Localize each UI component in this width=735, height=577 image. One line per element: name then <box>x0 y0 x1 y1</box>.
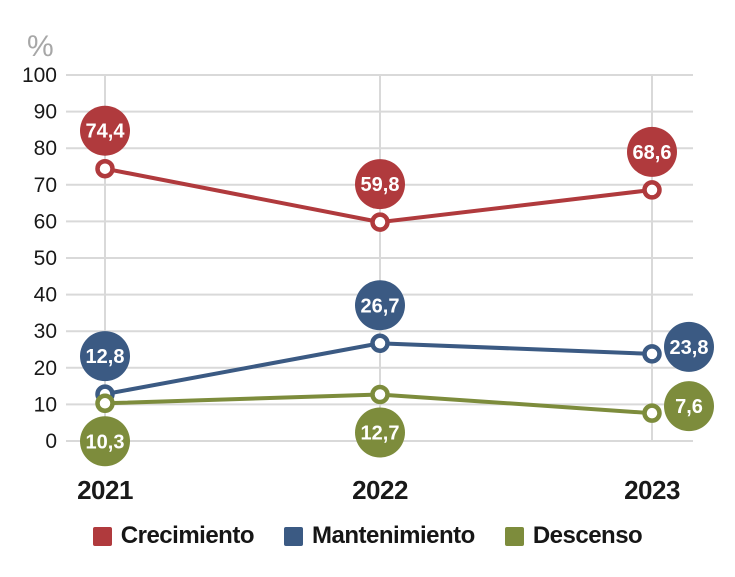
legend-label: Crecimiento <box>120 522 255 549</box>
legend-item-mantenimiento: Mantenimiento <box>283 522 475 550</box>
y-axis-unit-label: % <box>27 30 54 63</box>
x-axis-label: 2022 <box>352 475 408 505</box>
data-point-marker <box>642 403 662 423</box>
legend-label: Descenso <box>532 522 643 549</box>
y-axis-tick-label: 20 <box>34 357 57 380</box>
data-label-bubble <box>80 416 130 467</box>
data-label-bubble <box>664 381 714 432</box>
data-label-value: 59,8 <box>361 174 400 196</box>
legend-item-crecimiento: Crecimiento <box>92 522 255 550</box>
legend-swatch <box>283 526 303 546</box>
legend-item-descenso: Descenso <box>504 522 643 550</box>
data-label-value: 26,7 <box>361 295 400 317</box>
y-axis-tick-label: 30 <box>34 320 57 343</box>
y-axis-tick-label: 70 <box>34 174 57 197</box>
y-axis-tick-label: 60 <box>34 210 57 233</box>
data-label-bubble <box>355 159 405 210</box>
legend-swatch <box>504 526 524 546</box>
x-axis-label: 2021 <box>77 475 133 505</box>
legend-swatch <box>92 526 112 546</box>
data-label-value: 74,4 <box>86 121 126 143</box>
data-label-value: 12,8 <box>86 346 125 368</box>
y-axis-tick-label: 100 <box>22 64 57 87</box>
data-label-value: 7,6 <box>675 396 703 418</box>
data-label-value: 23,8 <box>670 337 709 359</box>
data-label-bubble <box>627 126 677 177</box>
data-label-bubble <box>355 280 405 331</box>
data-point-marker <box>642 344 662 364</box>
legend: Crecimiento Mantenimiento Descenso <box>0 522 735 550</box>
data-label-bubble <box>664 321 714 372</box>
data-point-marker <box>642 180 662 200</box>
y-axis-tick-label: 80 <box>34 137 57 160</box>
data-point-marker <box>370 212 390 232</box>
y-axis-tick-label: 50 <box>34 247 57 270</box>
data-label-value: 68,6 <box>633 142 672 164</box>
data-label-value: 10,3 <box>86 431 125 453</box>
data-label-bubble <box>80 105 130 156</box>
data-label-bubble <box>355 407 405 458</box>
y-axis-tick-label: 90 <box>34 101 57 124</box>
data-point-marker <box>95 158 115 179</box>
y-axis-tick-label: 0 <box>45 430 57 453</box>
data-point-marker <box>370 384 390 405</box>
data-point-markers <box>95 158 662 423</box>
data-label-value: 12,7 <box>361 423 400 445</box>
data-label-bubbles: 74,4 59,8 68,6 12,8 26,7 23,8 10,3 12,7 7,6 <box>80 105 714 467</box>
data-point-marker <box>370 333 390 354</box>
axis-labels: 0 10 20 30 40 50 60 70 80 90 100 2021 2022 2023% <box>22 30 681 505</box>
y-axis-tick-label: 40 <box>34 284 57 307</box>
legend-label: Mantenimiento <box>311 522 475 549</box>
x-axis-label: 2023 <box>624 475 680 505</box>
data-point-marker <box>95 393 115 414</box>
y-axis-tick-label: 10 <box>34 393 57 416</box>
data-label-bubble <box>80 331 130 382</box>
